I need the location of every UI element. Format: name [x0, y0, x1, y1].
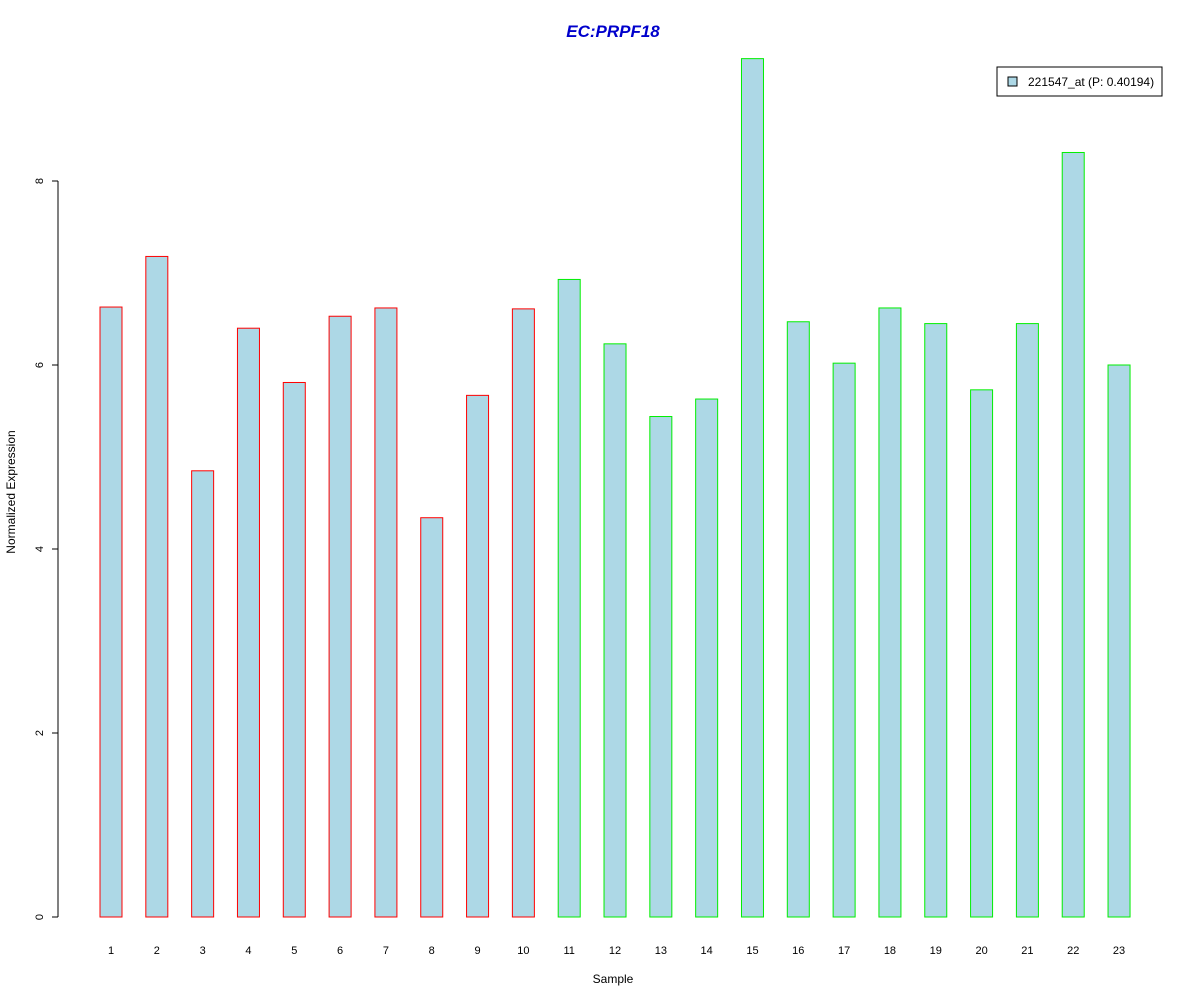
- x-tick-label-23: 23: [1113, 945, 1125, 957]
- x-tick-label-4: 4: [245, 945, 251, 957]
- x-tick-label-9: 9: [474, 945, 480, 957]
- x-tick-label-5: 5: [291, 945, 297, 957]
- x-tick-label-13: 13: [655, 945, 667, 957]
- bar-sample-17: [832, 362, 856, 918]
- bar-sample-2: [145, 255, 169, 918]
- x-tick-label-17: 17: [838, 945, 850, 957]
- bar-sample-15: [740, 58, 764, 918]
- x-tick-label-12: 12: [609, 945, 621, 957]
- x-tick-label-18: 18: [884, 945, 896, 957]
- x-tick-labels: 1 2 3 4 5 6 7 8 9 10 11 12 13 14 15 16 17 18 19 20 21 22 23: [108, 945, 1125, 957]
- legend: 221547_at (P: 0.40194): [996, 66, 1163, 97]
- legend-box: [996, 66, 1163, 97]
- chart-title: EC:PRPF18: [566, 22, 660, 41]
- bar-sample-8: [420, 517, 444, 918]
- x-tick-label-7: 7: [383, 945, 389, 957]
- x-tick-label-11: 11: [563, 945, 574, 957]
- bar-sample-20: [970, 389, 994, 918]
- bar-sample-3: [191, 470, 215, 918]
- bar-sample-23: [1107, 364, 1131, 918]
- y-tick-label: 8: [34, 178, 46, 184]
- y-tick-label: 2: [34, 730, 46, 736]
- bar-sample-19: [924, 323, 948, 918]
- x-tick-label-21: 21: [1021, 945, 1033, 957]
- bar-sample-5: [282, 381, 306, 918]
- x-tick-label-2: 2: [154, 945, 160, 957]
- bar-sample-13: [649, 416, 673, 918]
- y-axis: 0 2 4 6 8: [34, 178, 59, 920]
- bars: [99, 58, 1131, 918]
- legend-label: 221547_at (P: 0.40194): [1028, 75, 1154, 89]
- y-tick-label: 0: [34, 914, 46, 920]
- x-tick-label-8: 8: [429, 945, 435, 957]
- bar-sample-6: [328, 315, 352, 918]
- bar-sample-10: [511, 308, 535, 918]
- y-tick-label: 6: [34, 362, 46, 368]
- legend-swatch: [1007, 76, 1018, 87]
- bar-sample-16: [786, 321, 810, 918]
- y-tick-label: 4: [34, 546, 46, 552]
- y-axis-label: Normalized Expression: [4, 430, 18, 553]
- x-tick-label-16: 16: [792, 945, 804, 957]
- x-tick-label-20: 20: [975, 945, 987, 957]
- x-tick-label-10: 10: [517, 945, 529, 957]
- bar-sample-11: [557, 278, 581, 918]
- x-axis-label: Sample: [593, 972, 634, 986]
- bar-sample-1: [99, 306, 123, 918]
- x-tick-label-1: 1: [108, 945, 114, 957]
- bar-sample-22: [1061, 151, 1085, 918]
- x-tick-label-14: 14: [701, 945, 713, 957]
- x-tick-label-3: 3: [200, 945, 206, 957]
- x-tick-label-6: 6: [337, 945, 343, 957]
- x-tick-label-19: 19: [930, 945, 942, 957]
- bar-sample-7: [374, 307, 398, 918]
- bar-sample-9: [466, 394, 490, 918]
- x-tick-label-22: 22: [1067, 945, 1079, 957]
- bar-sample-18: [878, 307, 902, 918]
- bar-sample-4: [236, 327, 260, 918]
- bar-sample-12: [603, 343, 627, 918]
- bar-sample-14: [695, 398, 719, 918]
- bar-sample-21: [1015, 323, 1039, 918]
- x-tick-label-15: 15: [746, 945, 758, 957]
